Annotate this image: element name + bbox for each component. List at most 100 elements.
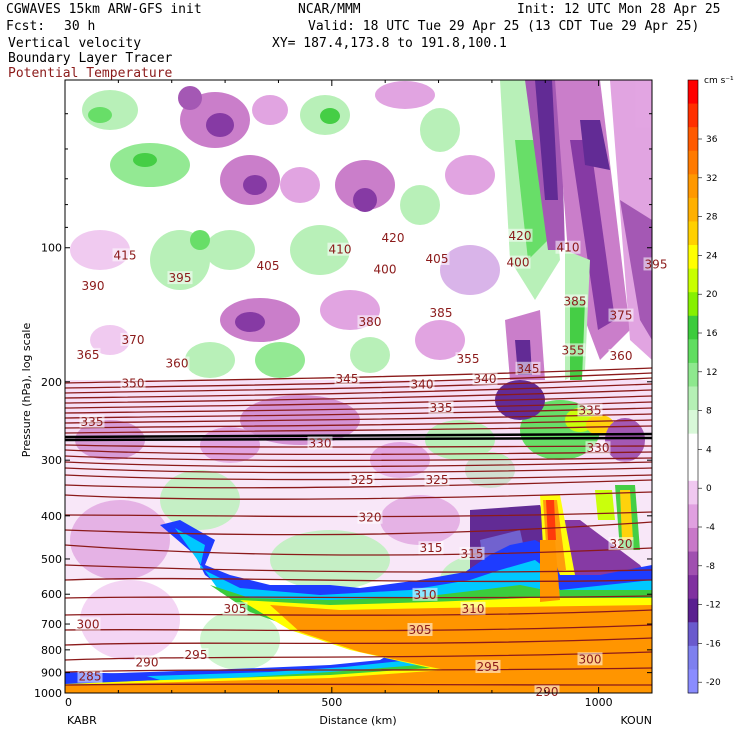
theta-label-bg [183, 648, 209, 662]
colorbar-swatch [688, 197, 698, 222]
theta-label: 330 [309, 436, 332, 450]
endpoint-right: KOUN [620, 714, 652, 727]
theta-label-bg [75, 617, 101, 631]
field-boundary-layer-tracer: Boundary Layer Tracer [8, 51, 173, 66]
theta-label: 295 [185, 648, 208, 662]
theta-label-bg [560, 343, 586, 357]
theta-label-bg [562, 294, 588, 308]
theta-label-bg [222, 602, 248, 616]
theta-label: 335 [430, 401, 453, 415]
theta-label-bg [75, 347, 101, 361]
colorbar-label: 36 [706, 135, 718, 145]
theta-label-bg [585, 441, 611, 455]
theta-label: 350 [122, 377, 145, 391]
theta-label: 295 [477, 660, 500, 674]
theta-label: 410 [557, 241, 580, 255]
y-tick-label: 400 [41, 510, 62, 523]
colorbar-swatch [688, 103, 698, 128]
colorbar-swatch [688, 245, 698, 270]
theta-label-bg [608, 537, 634, 551]
theta-label: 320 [610, 537, 633, 551]
plot-frame [64, 79, 653, 694]
colorbar-label: -12 [706, 601, 721, 611]
colorbar-swatch [688, 339, 698, 364]
theta-label-bg [577, 652, 603, 666]
init-time: Init: 12 UTC Mon 28 Apr 25 [517, 2, 721, 17]
colorbar-swatch [688, 433, 698, 458]
theta-label-bg [334, 371, 360, 385]
theta-label: 310 [414, 588, 437, 602]
theta-label-bg [515, 361, 541, 375]
theta-label: 330 [587, 441, 610, 455]
colorbar-label: 4 [706, 445, 712, 455]
colorbar-swatch [688, 268, 698, 293]
theta-label-bg [307, 436, 333, 450]
y-tick-label: 700 [41, 618, 62, 631]
theta-label: 375 [610, 309, 633, 323]
colorbar-swatch [688, 669, 698, 694]
theta-label: 310 [462, 602, 485, 616]
y-tick-label: 300 [41, 454, 62, 467]
theta-label-bg [327, 242, 353, 256]
theta-label-layer: 415 410 420 420 410 390 395 405 400 405 400 395 385 3… [75, 228, 669, 699]
model-title: CGWAVES 15km ARW-GFS init [6, 2, 202, 17]
theta-label: 395 [645, 257, 668, 271]
theta-label: 345 [517, 362, 540, 376]
colorbar-label: 16 [706, 329, 718, 339]
xy-endpoints: XY= 187.4,173.8 to 191.8,100.1 [272, 36, 507, 51]
theta-label: 285 [79, 670, 102, 684]
theta-label: 385 [564, 294, 587, 308]
colorbar-label: -20 [706, 678, 721, 688]
y-tick-label: 200 [41, 376, 62, 389]
theta-label-bg [608, 348, 634, 362]
colorbar-swatch [688, 127, 698, 152]
theta-label: 410 [329, 243, 352, 257]
theta-label-bg [80, 279, 106, 293]
theta-label: 290 [136, 655, 159, 669]
y-tick-label: 500 [41, 553, 62, 566]
x-tick-label: 0 [65, 696, 72, 709]
theta-label-bg [255, 259, 281, 273]
theta-label: 325 [426, 473, 449, 487]
colorbar-label: 32 [706, 174, 717, 184]
theta-label-bg [475, 659, 501, 673]
theta-label-bg [505, 255, 531, 269]
theta-label-bg [428, 305, 454, 319]
colorbar-label: -4 [706, 523, 715, 533]
theta-label-bg [164, 356, 190, 370]
theta-label: 340 [474, 372, 497, 386]
theta-label: 315 [461, 547, 484, 561]
theta-label-bg [412, 587, 438, 601]
theta-label: 315 [420, 541, 443, 555]
theta-label: 305 [224, 602, 247, 616]
boundary-layer-tracer [65, 520, 652, 693]
theta-label: 300 [77, 617, 100, 631]
field-vertical-velocity: Vertical velocity [8, 36, 142, 51]
theta-label: 370 [122, 333, 145, 347]
y-tick-label: 100 [41, 242, 62, 255]
theta-label-bg [460, 601, 486, 615]
theta-label: 385 [430, 306, 453, 320]
theta-label: 360 [610, 349, 633, 363]
theta-label-bg [120, 376, 146, 390]
valid-time: Valid: 18 UTC Tue 29 Apr 25 (13 CDT Tue … [308, 19, 700, 34]
theta-label: 415 [114, 248, 137, 262]
theta-label-bg [167, 271, 193, 285]
theta-label-bg [424, 252, 450, 266]
colorbar-swatch [688, 598, 698, 623]
theta-label: 340 [411, 378, 434, 392]
x-tick-label: 1000 [585, 696, 613, 709]
x-tick-label: 500 [321, 696, 342, 709]
theta-label: 400 [374, 263, 397, 277]
theta-label-bg [643, 257, 669, 271]
theta-label-bg [507, 228, 533, 242]
colorbar-swatch [688, 645, 698, 670]
theta-label-bg [455, 352, 481, 366]
colorbar-unit: cm s⁻¹ [704, 76, 734, 86]
theta-label: 395 [169, 271, 192, 285]
theta-label: 325 [351, 473, 374, 487]
theta-label-bg [459, 546, 485, 560]
theta-label-bg [380, 230, 406, 244]
y-tick-label: 600 [41, 588, 62, 601]
colorbar-label: 12 [706, 368, 717, 378]
